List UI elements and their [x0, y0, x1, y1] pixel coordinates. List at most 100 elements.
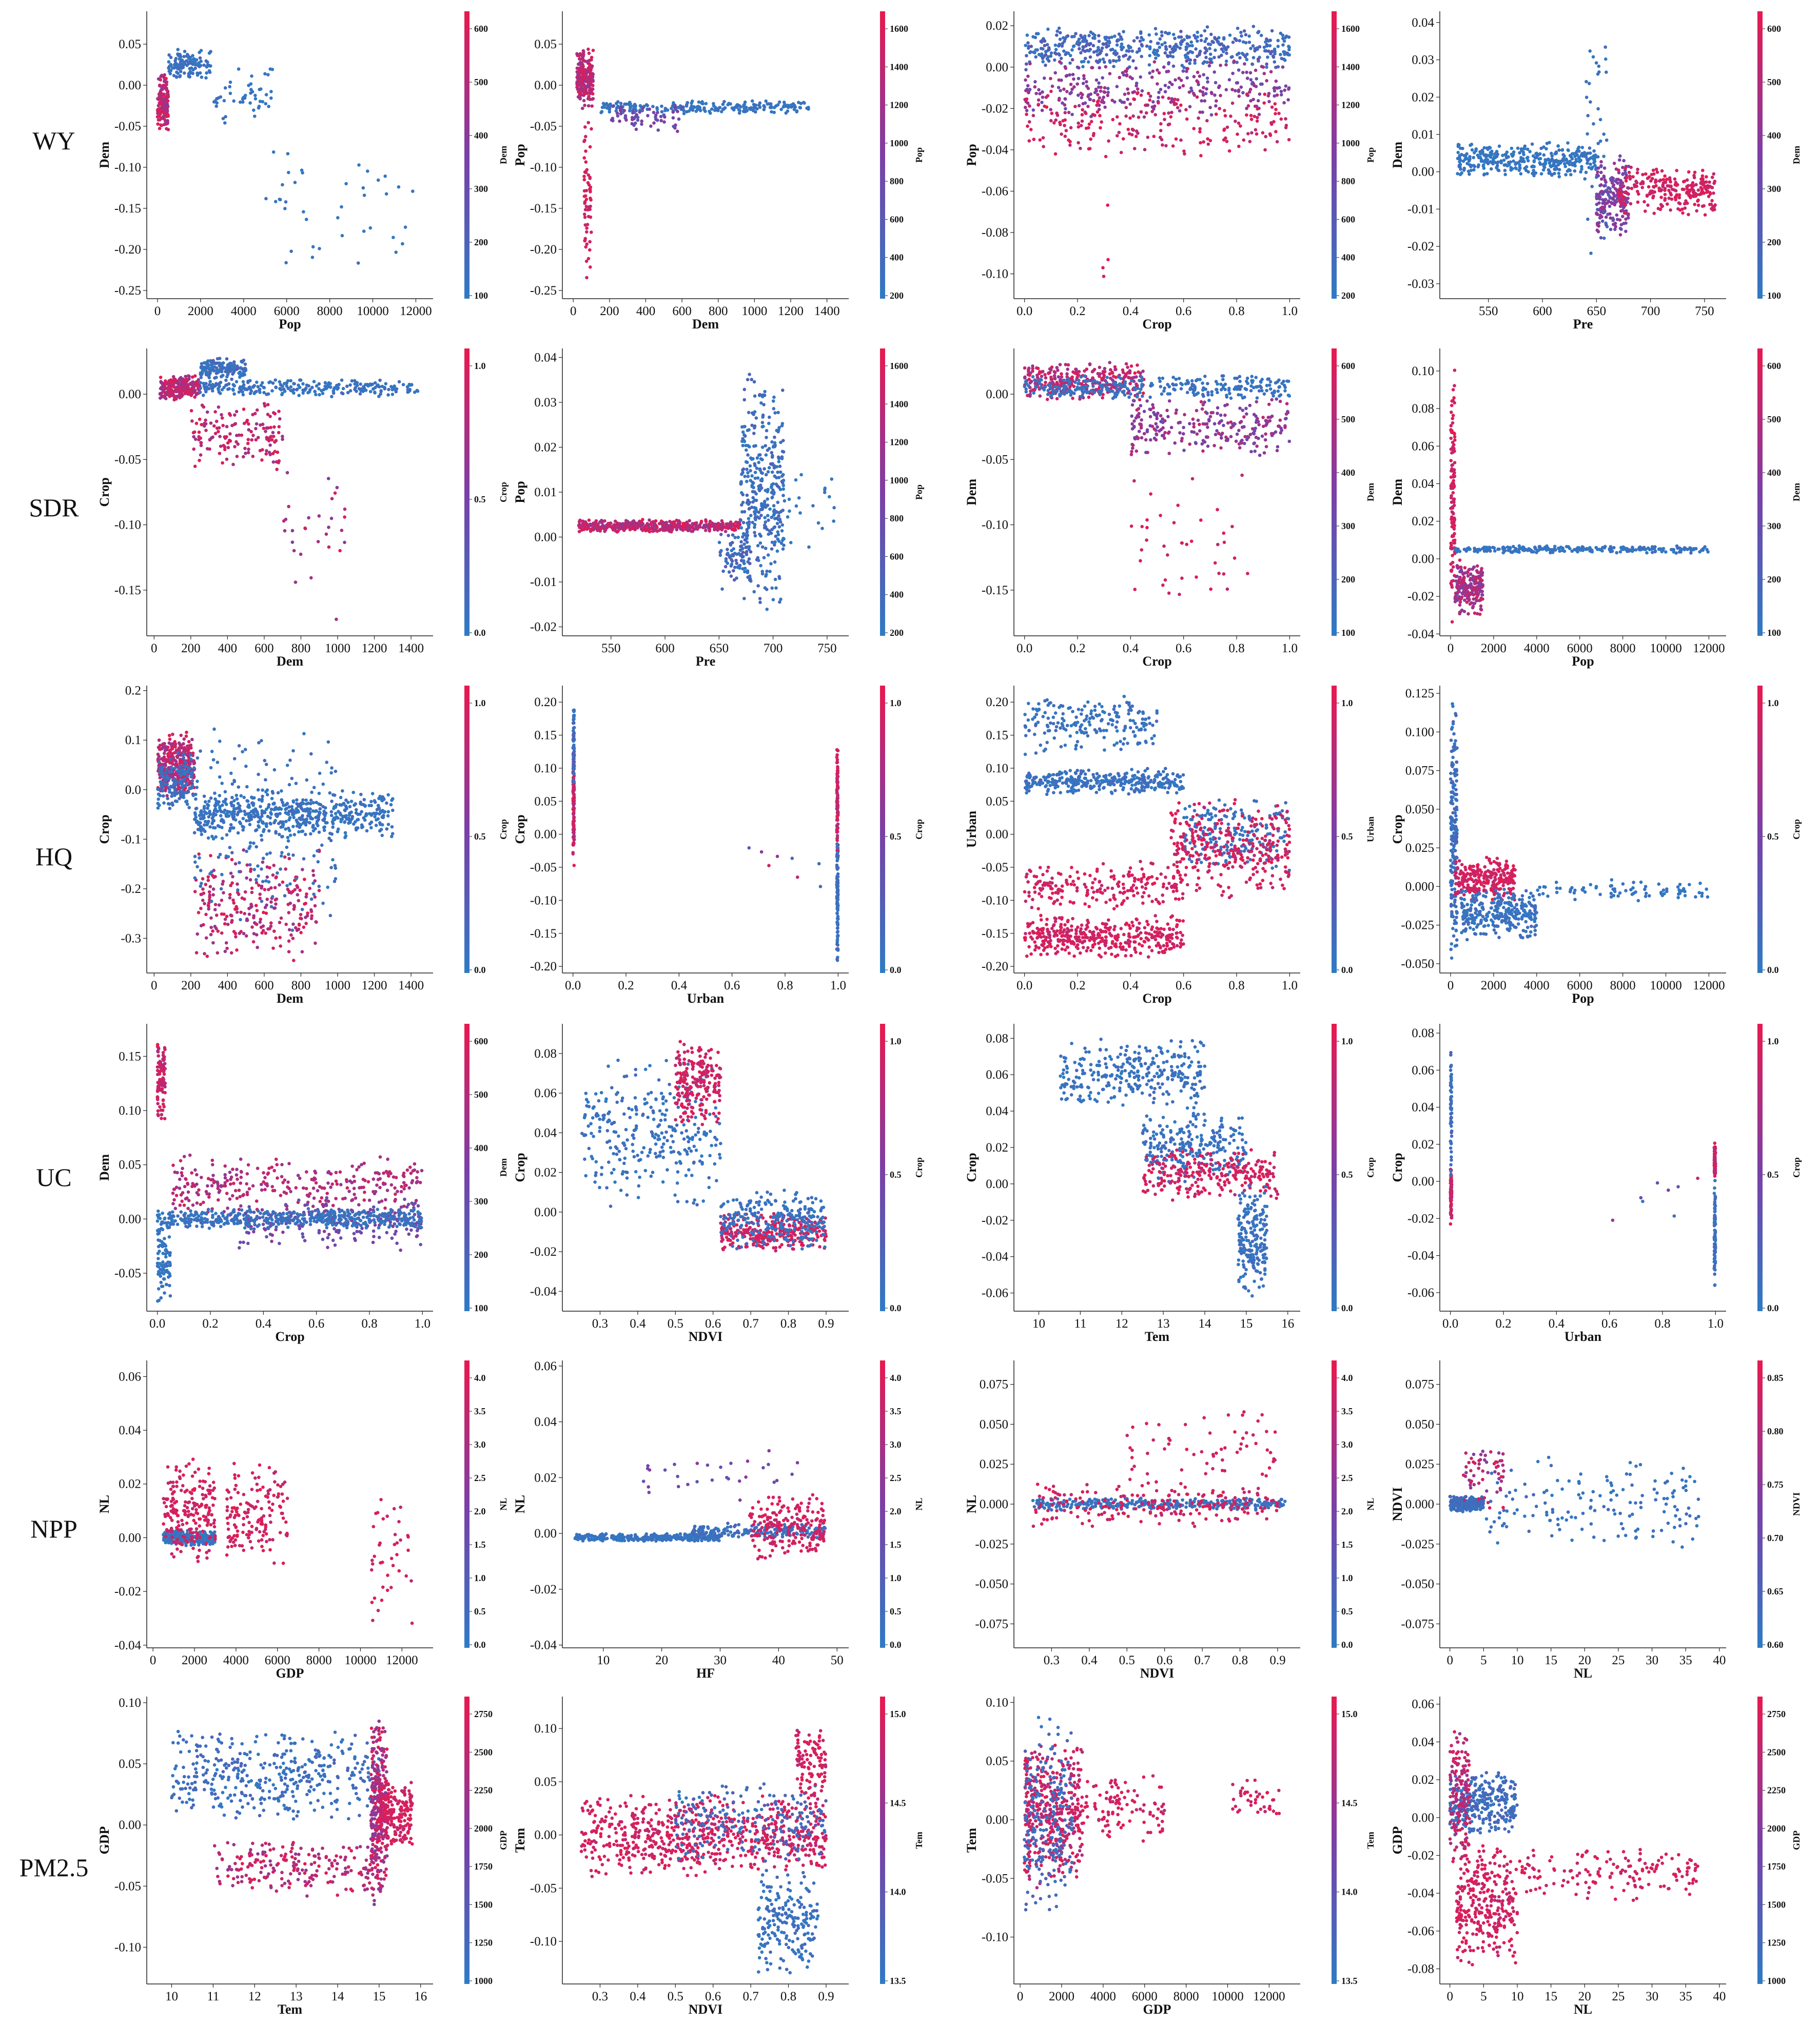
- data-point: [233, 413, 237, 417]
- data-point: [282, 519, 286, 523]
- data-point: [578, 52, 582, 56]
- data-point: [1140, 43, 1144, 47]
- data-point: [1100, 46, 1104, 50]
- data-point: [1089, 137, 1092, 141]
- data-point: [1223, 127, 1226, 131]
- data-point: [1281, 65, 1285, 69]
- data-point: [1053, 58, 1057, 62]
- data-point: [247, 447, 250, 451]
- data-point: [682, 112, 686, 115]
- data-point: [264, 452, 268, 456]
- data-point: [618, 522, 622, 525]
- data-point: [1663, 192, 1667, 197]
- data-point: [1629, 202, 1633, 206]
- data-point: [1138, 49, 1141, 52]
- data-point: [1596, 107, 1600, 111]
- data-point: [1154, 56, 1158, 60]
- data-point: [1124, 114, 1128, 118]
- data-point: [1236, 132, 1239, 136]
- data-point: [1489, 151, 1493, 154]
- data-point: [1028, 88, 1032, 91]
- data-point: [1602, 175, 1606, 179]
- data-point: [1106, 93, 1110, 98]
- scatter-panel: 0.0 0.2 0.4 0.6 0.8 1.00.020.00-0.02-0.04-0.0…: [964, 11, 1376, 332]
- data-point: [1176, 45, 1179, 49]
- colorbar-title: Pop: [1365, 147, 1376, 163]
- data-point: [1190, 89, 1194, 93]
- data-point: [197, 61, 201, 65]
- colorbar-tick-label: 1600: [1341, 24, 1360, 34]
- scatter-panel: 550 600 650 700 7500.040.030.020.010.00-0.01…: [513, 348, 924, 669]
- data-point: [585, 70, 589, 74]
- data-point: [212, 100, 216, 104]
- data-point: [740, 491, 744, 495]
- colorbar-tick-label: 400: [474, 130, 488, 141]
- data-point: [1595, 195, 1598, 199]
- points: [577, 373, 836, 611]
- data-point: [638, 110, 641, 114]
- data-point: [1628, 177, 1632, 181]
- data-point: [1123, 92, 1127, 96]
- data-point: [1026, 74, 1030, 78]
- data-point: [1042, 145, 1045, 149]
- data-point: [1202, 73, 1205, 76]
- data-point: [218, 435, 222, 438]
- data-point: [832, 519, 835, 523]
- data-point: [262, 386, 266, 390]
- data-point: [807, 106, 810, 109]
- data-point: [411, 189, 415, 193]
- data-point: [1120, 42, 1124, 46]
- data-point: [1169, 115, 1173, 119]
- data-point: [1117, 58, 1121, 62]
- data-point: [589, 68, 593, 72]
- data-point: [207, 64, 211, 67]
- data-point: [1057, 78, 1061, 82]
- data-point: [1557, 175, 1561, 179]
- data-point: [587, 518, 591, 522]
- data-point: [1196, 70, 1200, 74]
- y-tick-label: 0.03: [1412, 53, 1434, 67]
- data-point: [662, 522, 666, 527]
- data-point: [1113, 100, 1117, 104]
- data-point: [222, 443, 225, 447]
- data-point: [1238, 39, 1242, 43]
- data-point: [764, 525, 768, 529]
- data-point: [278, 417, 282, 421]
- data-point: [1185, 35, 1189, 40]
- data-point: [1254, 68, 1258, 72]
- data-point: [1177, 76, 1181, 80]
- data-point: [221, 461, 224, 465]
- data-point: [1224, 63, 1228, 67]
- data-point: [1686, 184, 1690, 188]
- data-point: [697, 100, 701, 104]
- data-point: [1178, 86, 1182, 89]
- data-point: [1587, 166, 1591, 169]
- data-point: [1057, 375, 1061, 379]
- data-point: [758, 393, 761, 397]
- data-point: [1151, 100, 1155, 104]
- colorbar-tick-label: 400: [890, 252, 904, 263]
- data-point: [401, 242, 404, 246]
- data-point: [194, 393, 199, 396]
- data-point: [758, 453, 762, 457]
- data-point: [1053, 152, 1058, 156]
- data-point: [177, 53, 180, 57]
- data-point: [579, 86, 583, 90]
- data-point: [717, 540, 721, 544]
- data-point: [212, 365, 217, 369]
- data-point: [1070, 48, 1074, 52]
- data-point: [304, 218, 308, 221]
- data-point: [776, 530, 780, 534]
- data-point: [1596, 170, 1599, 174]
- data-point: [1579, 170, 1582, 174]
- data-point: [179, 70, 183, 73]
- data-point: [1148, 98, 1151, 102]
- data-point: [764, 444, 767, 447]
- data-point: [1163, 51, 1167, 55]
- data-point: [1248, 88, 1253, 91]
- data-point: [1708, 203, 1712, 206]
- data-point: [168, 72, 172, 75]
- data-point: [590, 230, 593, 234]
- data-point: [1492, 157, 1495, 161]
- data-point: [640, 122, 643, 126]
